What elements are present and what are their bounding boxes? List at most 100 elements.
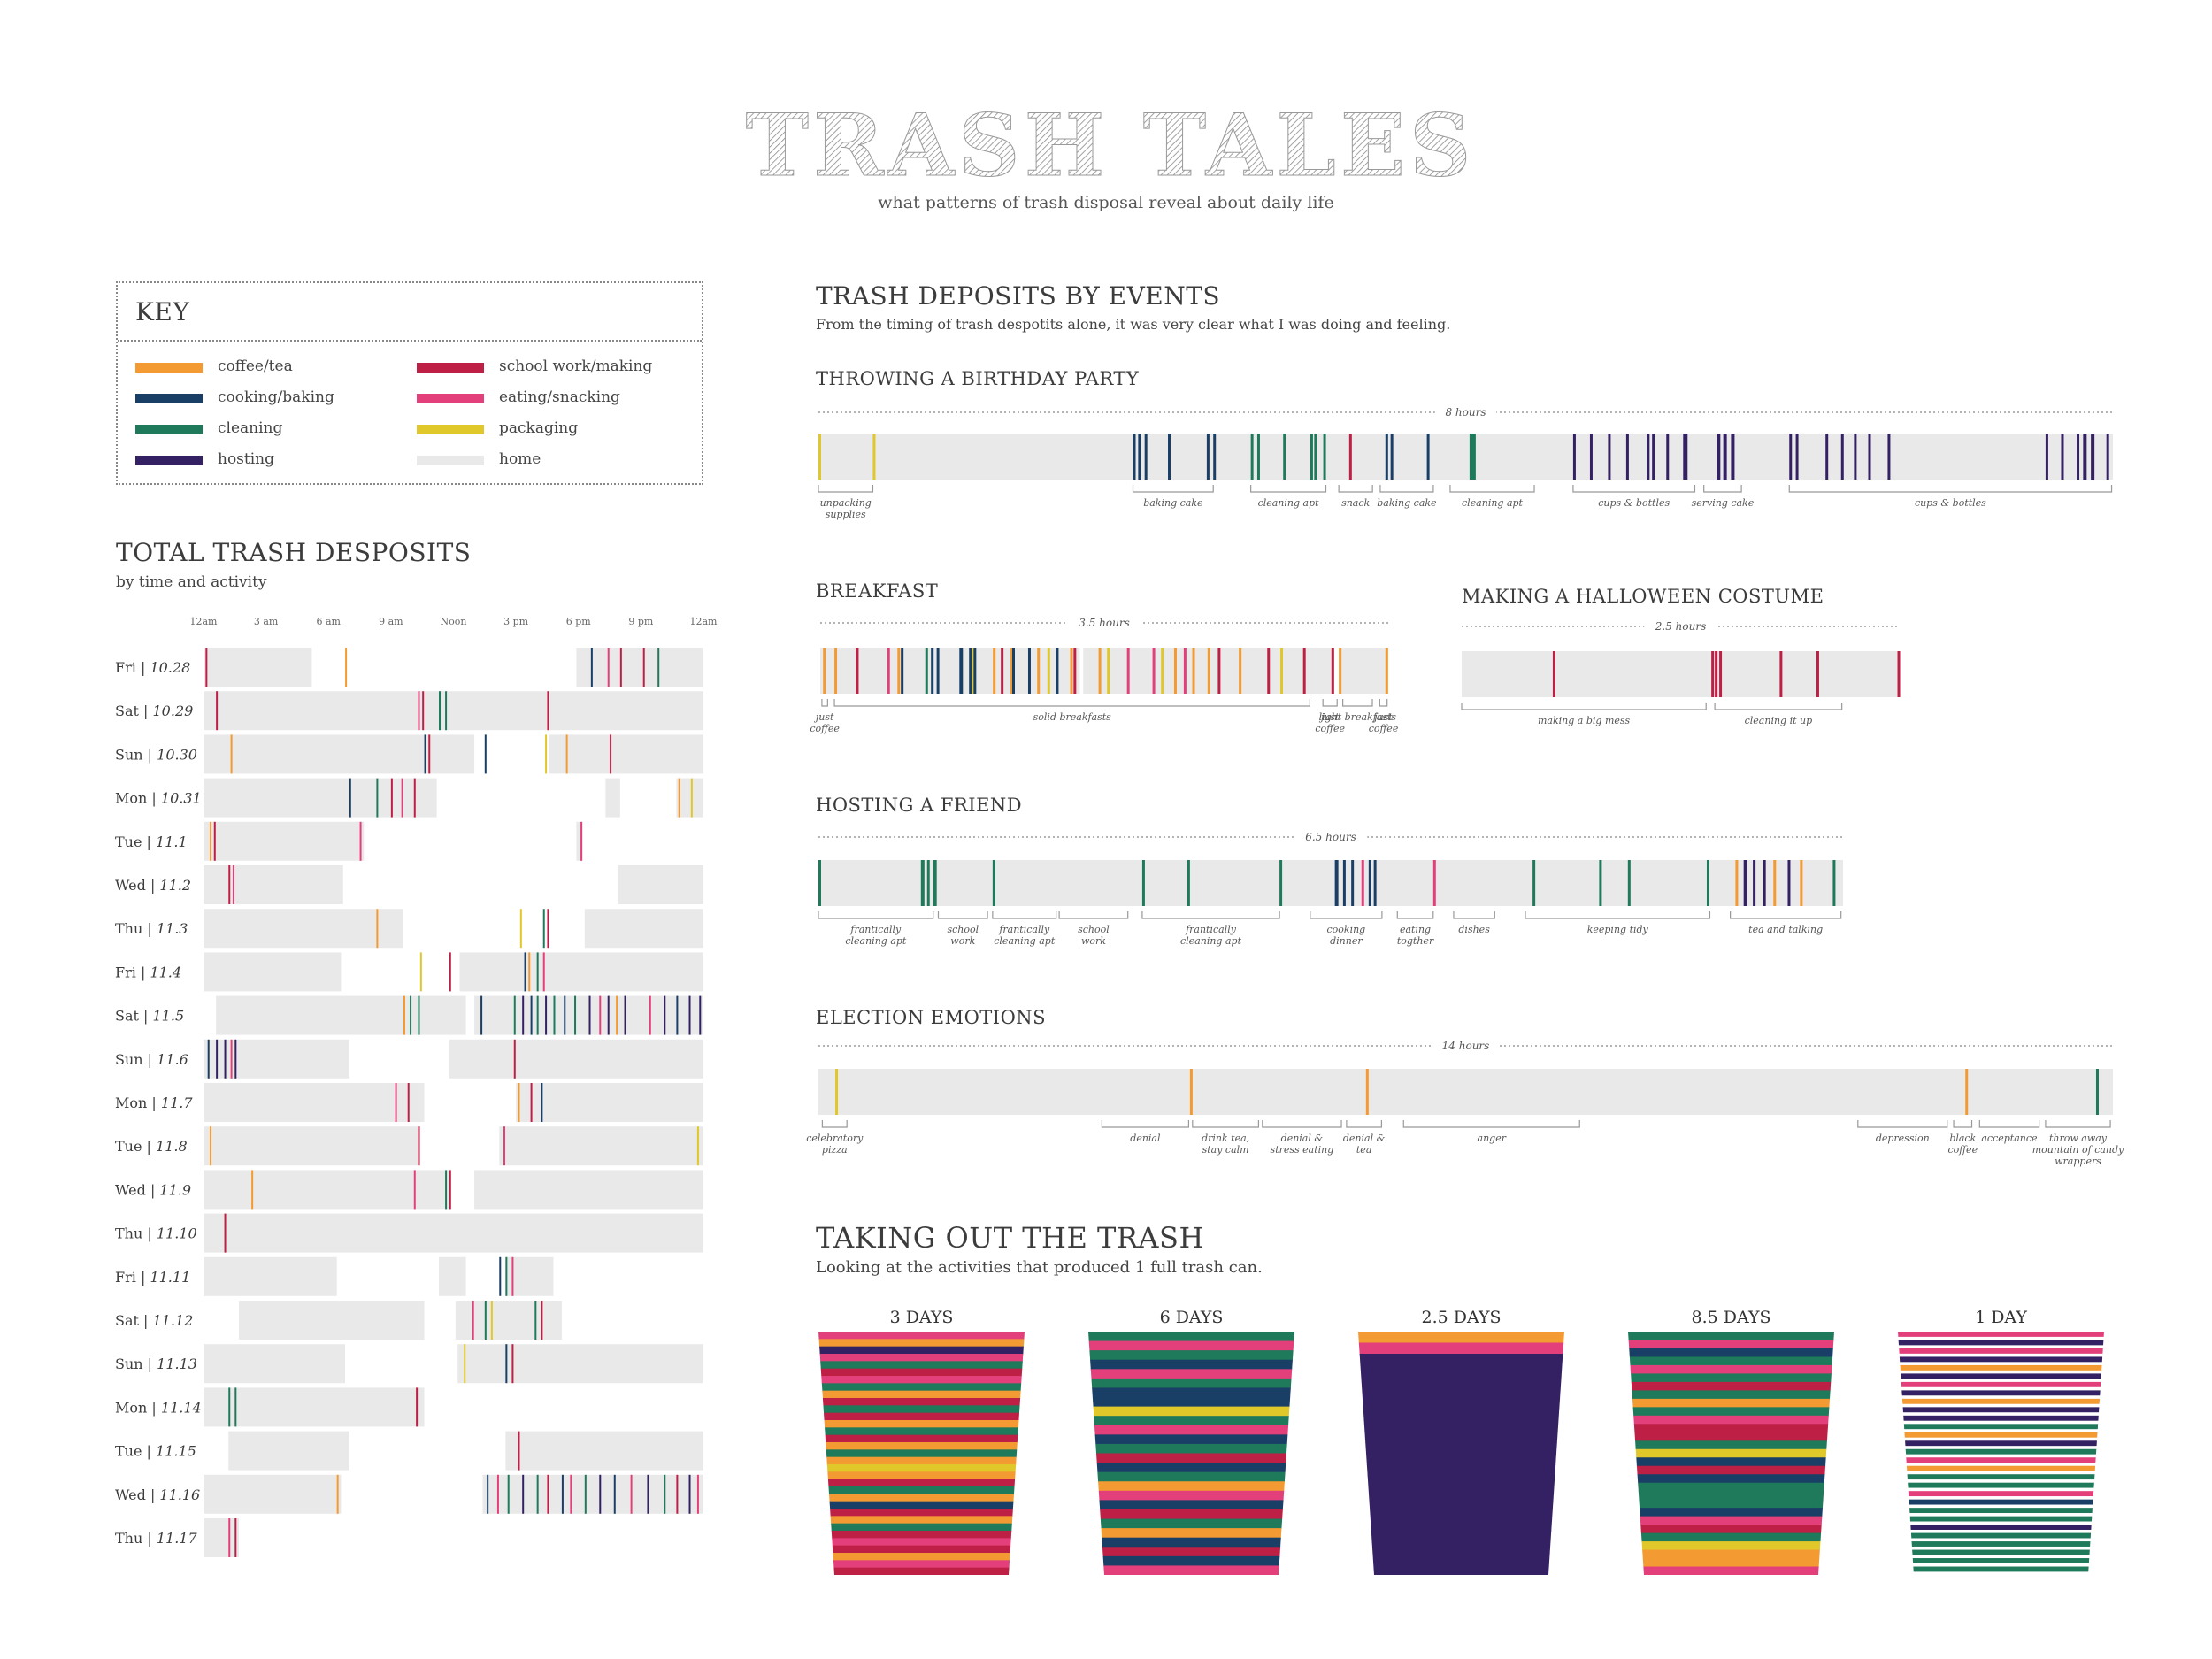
annotation-bracket — [1953, 1120, 1973, 1128]
deposit-mark — [522, 1474, 525, 1514]
can-stripe — [1088, 1369, 1294, 1379]
day-label: Sat | 10.29 — [115, 703, 193, 719]
deposit-mark — [1173, 648, 1177, 694]
can-stripe — [1088, 1434, 1294, 1445]
deposit-mark — [534, 1301, 537, 1340]
annotation-bracket — [1338, 485, 1373, 493]
trash-can — [1088, 1332, 1294, 1575]
deposit-mark — [931, 648, 934, 694]
deposit-mark — [228, 1518, 231, 1557]
deposit-mark — [1361, 860, 1364, 906]
timeline-bar — [1339, 648, 1388, 694]
duration-label: 3.5 hours — [1079, 617, 1129, 629]
deposit-mark — [993, 648, 996, 694]
can-stripe — [1898, 1491, 2104, 1497]
deposit-mark — [1037, 648, 1041, 694]
annotation-label: coffee — [810, 723, 840, 734]
home-segment — [605, 778, 620, 818]
annotation-bracket — [1714, 703, 1843, 710]
can-stripe — [1898, 1415, 2104, 1421]
key-title: KEY — [135, 297, 190, 326]
home-segment — [204, 1083, 425, 1122]
deposit-mark — [1789, 434, 1793, 480]
deposit-mark — [561, 1474, 564, 1514]
can-stripe — [1088, 1406, 1294, 1417]
deposit-mark — [1432, 860, 1436, 906]
can-stripe — [1898, 1525, 2104, 1530]
deposit-mark — [1073, 648, 1077, 694]
key-label: eating/snacking — [499, 388, 620, 406]
deposit-mark — [419, 952, 422, 992]
deposit-mark — [610, 734, 612, 774]
annotation-bracket — [1525, 911, 1711, 919]
annotation-label: dishes — [1458, 924, 1490, 935]
deposit-mark — [1532, 860, 1536, 906]
deposit-mark — [1310, 434, 1313, 480]
deposit-mark — [678, 778, 680, 818]
hour-tick-label: 12am — [190, 616, 219, 627]
trash-cans-chart: 3 DAYS 6 DAYS 2.5 DAYS 8.5 DAYS 1 DAY — [818, 1308, 2104, 1575]
home-segment — [204, 1039, 349, 1079]
can-stripe — [1088, 1509, 1294, 1520]
deposit-mark — [1126, 648, 1130, 694]
can-stripe — [1628, 1508, 1834, 1517]
key-swatch-coffee — [135, 363, 203, 373]
deposit-mark — [1715, 651, 1718, 697]
deposit-mark — [1965, 1069, 1969, 1115]
total-subtitle: by time and activity — [116, 573, 267, 591]
can-stripe — [1088, 1547, 1294, 1557]
deposit-mark — [1625, 434, 1629, 480]
can-stripe — [1628, 1381, 1834, 1391]
can-stripe — [1088, 1425, 1294, 1435]
can-stripe — [818, 1456, 1025, 1465]
can-stripe — [1898, 1356, 2104, 1363]
deposit-mark — [835, 1069, 839, 1115]
deposit-mark — [649, 995, 651, 1035]
can-stripe — [1628, 1499, 1834, 1509]
annotation-label: coffee — [1369, 723, 1399, 734]
annotation-label: solid breakfasts — [1033, 711, 1112, 723]
deposit-mark — [496, 1474, 499, 1514]
deposit-mark — [959, 648, 964, 694]
home-segment — [449, 1039, 703, 1079]
can-label: 1 DAY — [1975, 1308, 2027, 1327]
deposit-mark — [376, 909, 379, 949]
home-segment — [676, 778, 703, 818]
deposit-mark — [588, 995, 591, 1035]
annotation-bracket — [1396, 911, 1434, 919]
deposit-mark — [1627, 860, 1631, 906]
deposit-mark — [1787, 860, 1791, 906]
home-segment — [439, 1256, 466, 1296]
home-segment — [505, 1431, 703, 1471]
key-swatch-packaging — [417, 425, 484, 434]
day-label: Fri | 11.11 — [115, 1269, 190, 1286]
deposit-mark — [1800, 860, 1803, 906]
deposit-mark — [590, 648, 593, 687]
annotation-label: stress eating — [1271, 1144, 1334, 1156]
annotation-label: cleaning apt — [1180, 935, 1242, 947]
deposit-mark — [690, 778, 693, 818]
deposit-mark — [584, 1474, 587, 1514]
annotation-label: cleaning apt — [1462, 497, 1524, 509]
annotation-label: light breakfasts — [1319, 711, 1397, 723]
deposit-mark — [1426, 434, 1430, 480]
annotation-label: cups & bottles — [1598, 497, 1670, 509]
birthday-title: THROWING A BIRTHDAY PARTY — [816, 368, 1140, 389]
deposit-mark — [449, 952, 451, 992]
deposit-mark — [973, 648, 977, 694]
deposit-mark — [1256, 434, 1260, 480]
can-stripe — [818, 1398, 1025, 1406]
deposit-mark — [541, 1301, 543, 1340]
deposit-mark — [553, 995, 556, 1035]
annotation-bracket — [1402, 1120, 1580, 1128]
annotation-bracket — [1101, 1120, 1190, 1128]
deposit-mark — [872, 434, 876, 480]
can-stripe — [1088, 1555, 1294, 1567]
page-title: TRASH TALES — [746, 97, 1476, 186]
annotation-bracket — [1262, 1120, 1342, 1128]
hour-tick-label: 3 am — [254, 616, 279, 627]
deposit-mark — [511, 1256, 514, 1296]
deposit-mark — [536, 952, 539, 992]
can-stripe — [1898, 1332, 2104, 1337]
